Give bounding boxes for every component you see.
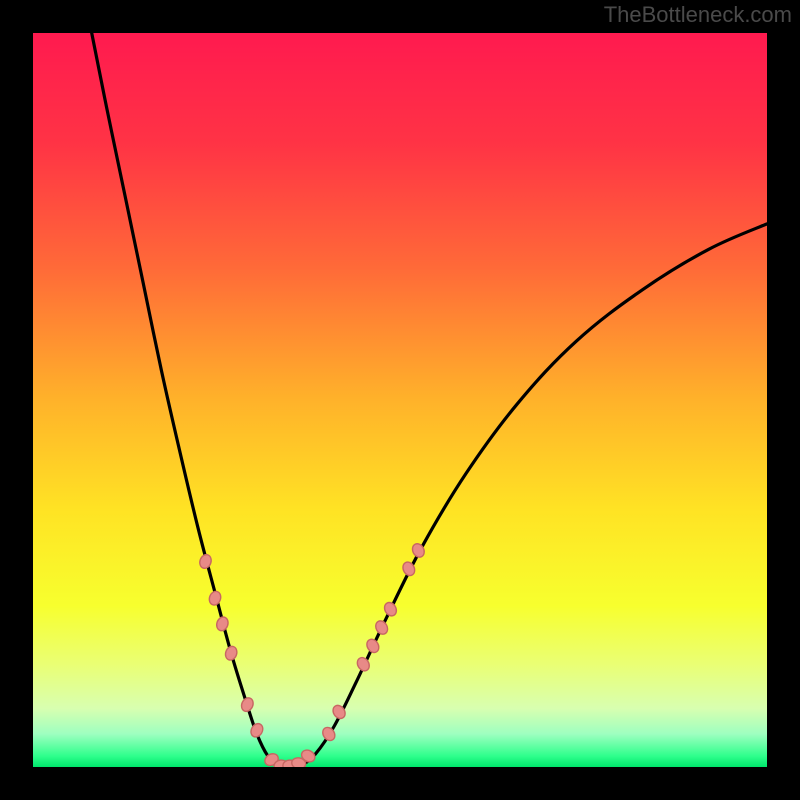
bottleneck-chart [0, 0, 800, 800]
watermark-text: TheBottleneck.com [604, 2, 792, 28]
chart-container: TheBottleneck.com [0, 0, 800, 800]
plot-background [33, 33, 767, 767]
